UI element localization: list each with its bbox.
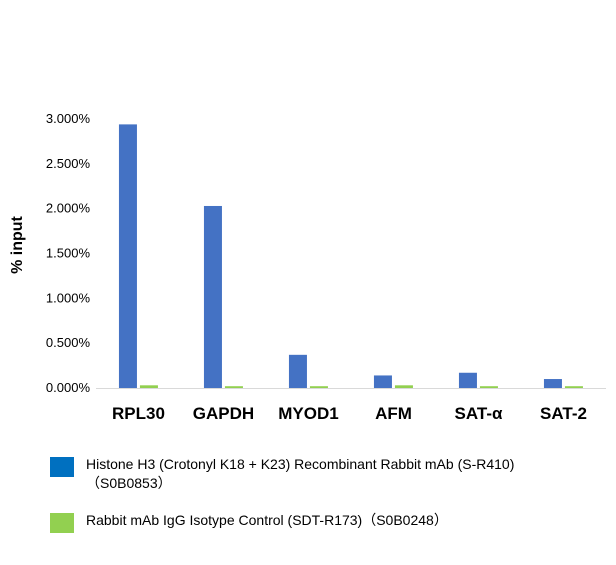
bar-control	[394, 385, 413, 388]
bar-control	[224, 386, 243, 388]
y-tick-label: 1.000%	[46, 290, 91, 305]
bar-primary	[543, 379, 562, 388]
legend: Histone H3 (Crotonyl K18 + K23) Recombin…	[50, 455, 610, 533]
legend-swatch-control	[50, 513, 74, 533]
x-tick-label: RPL30	[112, 404, 165, 423]
bar-control	[564, 386, 583, 388]
bar-primary	[288, 354, 307, 388]
legend-swatch-primary	[50, 457, 74, 477]
x-tick-label: AFM	[375, 404, 412, 423]
legend-item: Rabbit mAb IgG Isotype Control (SDT-R173…	[50, 511, 610, 533]
bar-primary	[373, 375, 392, 388]
y-tick-label: 1.500%	[46, 246, 91, 261]
bar-control	[479, 386, 498, 388]
x-axis: RPL30 GAPDH MYOD1 AFM SAT-α SAT-2	[96, 388, 606, 423]
bar-primary	[118, 124, 137, 388]
y-axis: 0.000% 0.500% 1.000% 1.500% 2.000% 2.500% 3.00…	[46, 111, 91, 395]
y-tick-label: 3.000%	[46, 111, 91, 126]
y-tick-label: 0.500%	[46, 335, 91, 350]
x-tick-label: SAT-2	[540, 404, 587, 423]
legend-label-primary: Histone H3 (Crotonyl K18 + K23) Recombin…	[86, 456, 515, 491]
bar-primary	[458, 372, 477, 388]
x-tick-label: GAPDH	[193, 404, 254, 423]
y-tick-label: 2.000%	[46, 201, 91, 216]
x-tick-label: MYOD1	[278, 404, 338, 423]
y-axis-title: % input	[9, 215, 26, 273]
bar-primary	[203, 205, 222, 388]
y-tick-label: 2.500%	[46, 156, 91, 171]
bar-control	[309, 386, 328, 388]
chart: 0.000% 0.500% 1.000% 1.500% 2.000% 2.500% 3.00…	[9, 111, 606, 423]
bar-control	[139, 385, 158, 388]
x-tick-label: SAT-α	[455, 404, 503, 423]
y-tick-label: 0.000%	[46, 380, 91, 395]
legend-label-control: Rabbit mAb IgG Isotype Control (SDT-R173…	[86, 512, 448, 528]
legend-item: Histone H3 (Crotonyl K18 + K23) Recombin…	[50, 455, 610, 493]
bars	[118, 124, 583, 388]
